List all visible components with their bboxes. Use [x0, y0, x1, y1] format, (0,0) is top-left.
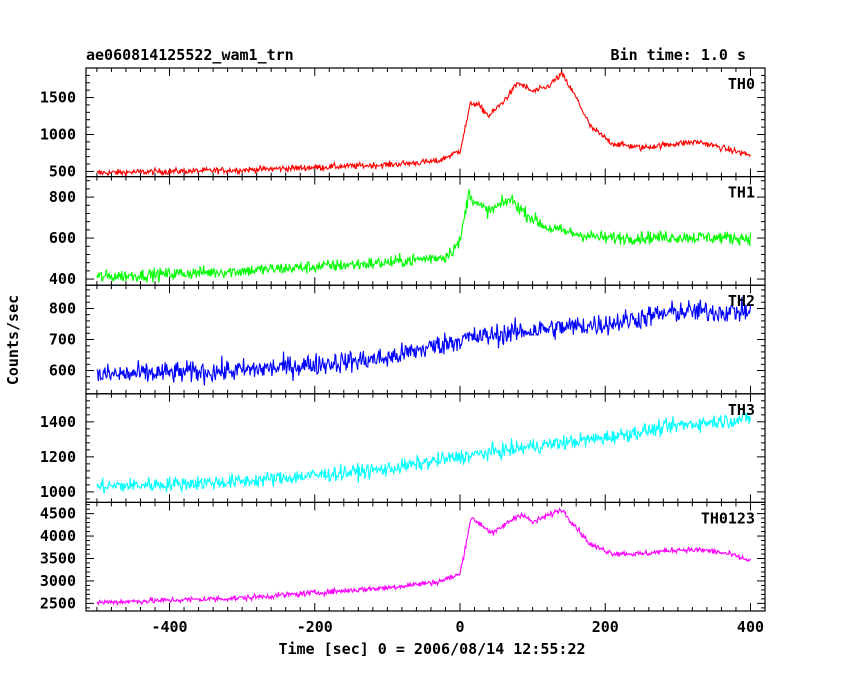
y-tick-label: 1000	[40, 125, 76, 143]
y-tick-label: 700	[49, 331, 76, 349]
y-tick-label: 400	[49, 270, 76, 288]
x-tick-label: -200	[297, 618, 333, 636]
y-tick-label: 4000	[40, 527, 76, 545]
x-tick-label: 400	[737, 618, 764, 636]
x-tick-label: 200	[592, 618, 619, 636]
series-th0123	[96, 507, 752, 607]
panel-th1: 400 600 800 TH1	[49, 176, 766, 288]
series-th2	[96, 297, 752, 386]
x-axis-label: Time [sec] 0 = 2006/08/14 12:55:22	[278, 640, 585, 658]
panel-label: TH0123	[701, 509, 755, 527]
y-tick-label: 600	[49, 362, 76, 380]
y-tick-label: 500	[49, 162, 76, 180]
panel-th2: 600 700 800 TH2	[49, 284, 766, 395]
panel-th0: 500 1000 1500 TH0	[40, 67, 766, 180]
panel-label: TH0	[728, 75, 755, 93]
y-tick-label: 800	[49, 188, 76, 206]
panel-frame	[85, 284, 766, 395]
panel-frame	[85, 393, 766, 503]
panel-th0123: 2500 3000 3500 4000 4500 TH0123 -400 -200 0 200 40…	[40, 501, 766, 636]
panel-frame	[85, 501, 766, 612]
series-th3	[96, 412, 752, 494]
panels-group: 500 1000 1500 TH0 400 600 800 TH1 600 700 800 TH2 10…	[40, 67, 766, 636]
panel-label: TH1	[728, 184, 755, 202]
y-tick-label: 1400	[40, 413, 76, 431]
panel-th3: 1000 1200 1400 TH3	[40, 393, 766, 503]
x-tick-label: 0	[455, 618, 464, 636]
series-th1	[96, 189, 752, 283]
y-tick-label: 1000	[40, 483, 76, 501]
y-tick-label: 600	[49, 229, 76, 247]
y-tick-label: 2500	[40, 594, 76, 612]
bin-time-label: Bin time: 1.0 s	[611, 46, 746, 64]
y-tick-label: 1500	[40, 89, 76, 107]
panel-label: TH2	[728, 292, 755, 310]
y-tick-label: 800	[49, 299, 76, 317]
y-tick-label: 3500	[40, 549, 76, 567]
y-tick-label: 4500	[40, 505, 76, 523]
chart-title: ae060814125522_wam1_trn	[86, 46, 294, 64]
x-tick-label: -400	[151, 618, 187, 636]
y-tick-label: 1200	[40, 448, 76, 466]
panel-frame	[85, 176, 766, 286]
y-tick-label: 3000	[40, 572, 76, 590]
y-axis-label: Counts/sec	[4, 295, 22, 385]
panel-label: TH3	[728, 401, 755, 419]
series-th0	[96, 70, 751, 177]
